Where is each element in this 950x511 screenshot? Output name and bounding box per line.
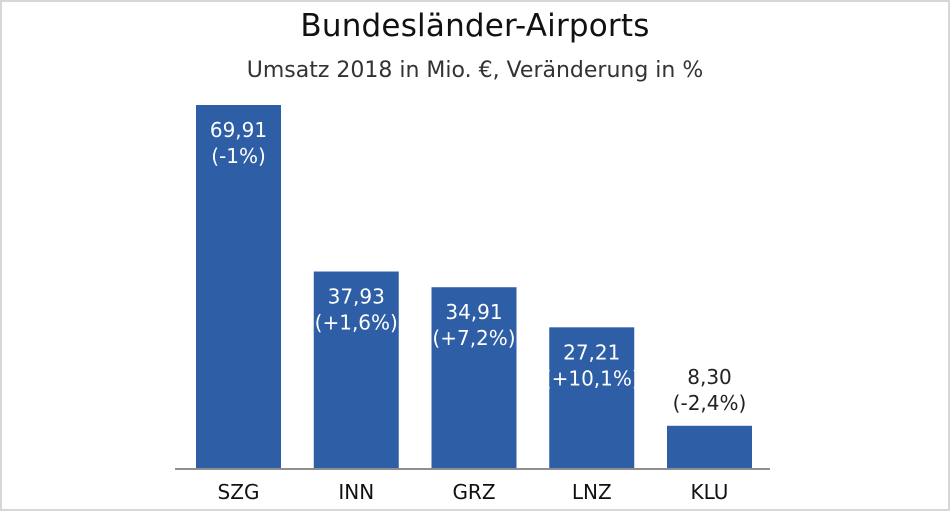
bar-inn <box>313 271 399 469</box>
change-label: (+7,2%) <box>432 326 515 350</box>
category-label: KLU <box>691 480 729 504</box>
value-label: 37,93 <box>328 285 385 309</box>
category-label: LNZ <box>572 480 612 504</box>
bar-klu <box>667 425 752 469</box>
chart-title: Bundesländer-Airports <box>300 8 650 44</box>
value-label: 69,91 <box>210 118 267 142</box>
bar-szg <box>196 105 281 469</box>
bar-grz <box>431 287 517 469</box>
value-label: 27,21 <box>563 340 620 364</box>
category-label: GRZ <box>452 480 495 504</box>
value-label: 34,91 <box>445 300 502 324</box>
category-label: INN <box>338 480 374 504</box>
value-label: 8,30 <box>687 365 732 389</box>
bar-lnz <box>549 327 635 469</box>
change-label: (-1%) <box>211 144 266 168</box>
change-label: (+1,6%) <box>315 311 398 335</box>
chart-subtitle: Umsatz 2018 in Mio. €, Veränderung in % <box>246 58 704 83</box>
category-label: SZG <box>218 480 260 504</box>
change-label: (-2,4%) <box>673 391 747 415</box>
change-label: (+10,1%) <box>544 366 640 390</box>
